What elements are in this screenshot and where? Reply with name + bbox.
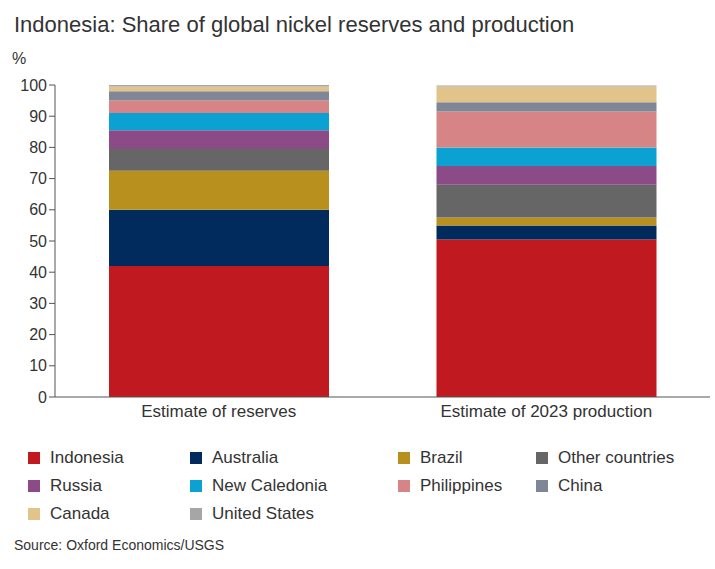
html-text:Philippines: Philippines bbox=[420, 476, 503, 495]
svg-text:70: 70 bbox=[29, 170, 47, 187]
svg-text:0: 0 bbox=[38, 389, 47, 406]
html-text:Source: Oxford Economics/USGS: Source: Oxford Economics/USGS bbox=[14, 537, 225, 553]
svg-text:10: 10 bbox=[29, 357, 47, 374]
html-text:New Caledonia: New Caledonia bbox=[212, 476, 328, 495]
svg-text:50: 50 bbox=[29, 233, 47, 250]
svg-text:30: 30 bbox=[29, 295, 47, 312]
svg-text:40: 40 bbox=[29, 264, 47, 281]
svg-text:60: 60 bbox=[29, 201, 47, 218]
html-text:Australia: Australia bbox=[212, 448, 279, 467]
html-text:Indonesia: Share of global nic: Indonesia: Share of global nickel reserv… bbox=[14, 12, 575, 37]
html-text:United States: United States bbox=[212, 504, 315, 523]
svg-text:Estimate of reserves: Estimate of reserves bbox=[141, 402, 296, 421]
html-text:Brazil: Brazil bbox=[420, 448, 463, 467]
svg-text:90: 90 bbox=[29, 108, 47, 125]
html-text:China: China bbox=[558, 476, 603, 495]
html-text:Indonesia: Indonesia bbox=[50, 448, 124, 467]
svg-text:100: 100 bbox=[20, 77, 47, 94]
html-text:Other countries: Other countries bbox=[558, 448, 675, 467]
html-text:Canada: Canada bbox=[50, 504, 110, 523]
svg-text:20: 20 bbox=[29, 326, 47, 343]
html-text:Russia: Russia bbox=[50, 476, 102, 495]
svg-text:Estimate of 2023 production: Estimate of 2023 production bbox=[440, 402, 652, 421]
svg-text:80: 80 bbox=[29, 139, 47, 156]
